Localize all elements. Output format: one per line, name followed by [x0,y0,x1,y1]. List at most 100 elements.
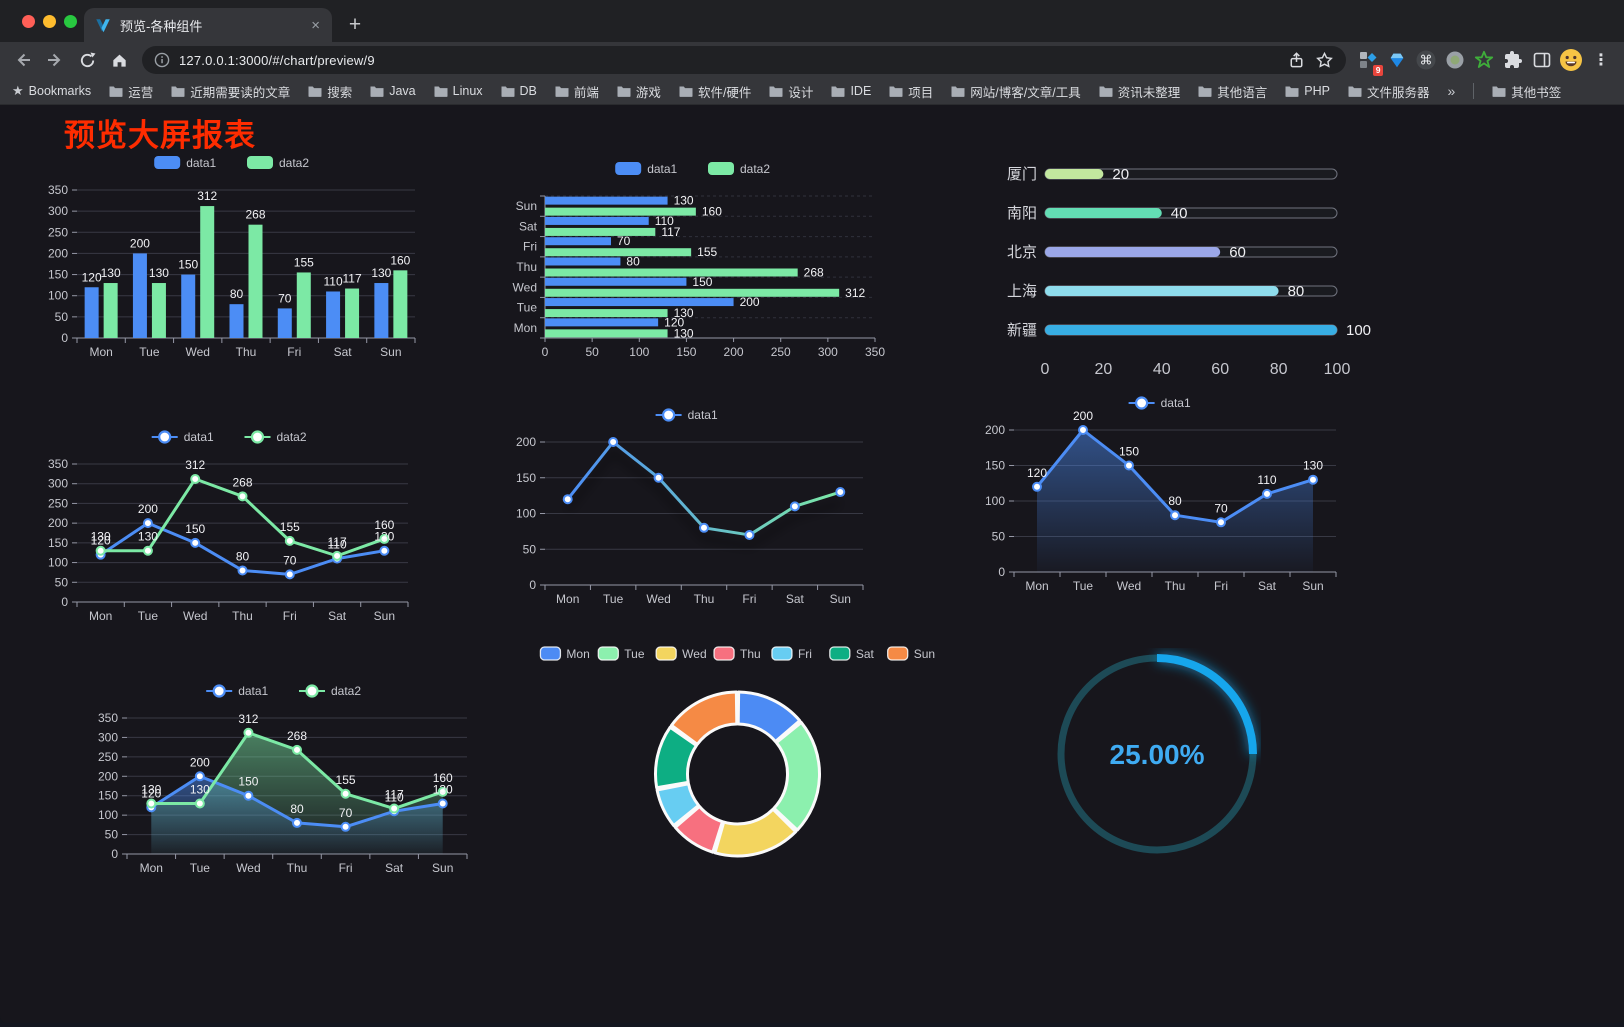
svg-text:60: 60 [1229,244,1246,261]
svg-text:Tue: Tue [139,345,160,359]
svg-text:Sat: Sat [519,219,538,233]
grouped-bar-chart[interactable]: data1 data2 0 50 100 150 200 250 300 350 Mon Tue Wed… [45,148,423,368]
bookmark-folder[interactable]: 资讯未整理 [1099,82,1180,101]
progress-bar-chart[interactable]: 厦门 20 南阳 40 北京 60 上海 80 新疆 100 0 20 40 60 80 100 [985,158,1385,386]
svg-text:300: 300 [98,730,118,744]
donut-chart[interactable]: Mon Tue Wed Thu Fri Sat Sun [505,640,970,875]
bookmark-folder[interactable]: 搜索 [308,82,352,101]
url-text[interactable]: 127.0.0.1:3000/#/chart/preview/9 [179,52,375,68]
bookmark-folder[interactable]: 近期需要读的文章 [171,82,290,101]
svg-text:Wed: Wed [236,861,260,875]
svg-text:100: 100 [48,289,68,303]
back-button[interactable] [8,45,38,75]
zoom-window-button[interactable] [64,15,77,28]
bookmark-folder[interactable]: DB [501,82,537,101]
svg-text:117: 117 [385,788,404,802]
svg-text:150: 150 [48,268,68,282]
svg-text:Mon: Mon [1025,579,1048,593]
svg-text:120: 120 [141,786,161,800]
home-button[interactable] [104,45,134,75]
browser-tab[interactable]: 预览-各种组件 × [84,8,332,42]
horizontal-bar-chart[interactable]: data1 data2 Sun Sat Fri Thu Wed Tue Mon 0 50 100 150… [503,154,887,366]
minimize-window-button[interactable] [43,15,56,28]
tab-close-icon[interactable]: × [311,16,320,34]
svg-text:312: 312 [238,712,258,726]
recorder-extension-icon[interactable] [1441,47,1468,74]
svg-text:160: 160 [702,205,722,219]
svg-text:40: 40 [1171,205,1188,222]
bookmark-folder[interactable]: 运营 [109,82,153,101]
bookmark-folder[interactable]: 设计 [769,82,813,101]
svg-text:150: 150 [238,775,258,789]
svg-text:150: 150 [676,345,696,359]
green-star-extension-icon[interactable] [1470,47,1497,74]
folder-icon [1348,86,1362,97]
bookmark-folder[interactable]: 前端 [555,82,599,101]
gauge-chart[interactable]: 25.00% [1053,648,1261,860]
forward-button[interactable] [40,45,70,75]
profile-avatar[interactable] [1557,47,1584,74]
svg-text:80: 80 [626,255,640,269]
url-bar[interactable]: 127.0.0.1:3000/#/chart/preview/9 [142,46,1346,74]
bookmark-folder[interactable]: Linux [434,82,483,101]
bookmark-folder[interactable]: 网站/博客/文章/工具 [951,82,1081,101]
bookmarks-bar: ★ Bookmarks 运营 近期需要读的文章 搜索 Java Linux DB 前端 游戏软… [0,78,1624,105]
svg-text:0: 0 [61,595,68,609]
svg-text:Tue: Tue [517,301,538,315]
folder-icon [1198,86,1212,97]
svg-text:250: 250 [98,750,118,764]
share-icon[interactable] [1287,51,1306,70]
svg-text:110: 110 [1257,473,1276,487]
blocks-extension-icon[interactable]: 9 [1354,47,1383,76]
svg-text:80: 80 [1168,494,1182,508]
svg-text:Fri: Fri [283,609,297,623]
svg-text:50: 50 [585,345,599,359]
svg-text:data2: data2 [279,156,309,170]
browser-menu-icon[interactable]: ⋮ [1593,52,1609,69]
new-tab-button[interactable]: + [348,13,362,36]
bookmark-folder[interactable]: PHP [1285,82,1330,101]
bookmark-folder[interactable]: 游戏 [617,82,661,101]
svg-text:150: 150 [985,459,1005,473]
bookmark-folder[interactable]: 文件服务器 [1348,82,1429,101]
extensions-puzzle-icon[interactable] [1499,47,1526,74]
bookmark-folder[interactable]: 软件/硬件 [679,82,751,101]
bookmark-folder[interactable]: IDE [831,82,871,101]
side-panel-icon[interactable] [1528,47,1555,74]
command-extension-icon[interactable]: ⌘ [1412,47,1439,74]
svg-text:80: 80 [236,549,250,563]
reload-button[interactable] [72,45,102,75]
other-bookmarks-folder[interactable]: 其他书签 [1492,82,1561,101]
svg-text:Sun: Sun [914,647,935,661]
svg-text:Mon: Mon [514,321,537,335]
svg-text:150: 150 [692,275,712,289]
close-window-button[interactable] [22,15,35,28]
svg-text:250: 250 [48,496,68,510]
svg-text:50: 50 [992,530,1006,544]
svg-text:200: 200 [740,295,760,309]
svg-text:200: 200 [190,755,210,769]
gem-extension-icon[interactable] [1383,47,1410,74]
bookmark-folder[interactable]: 项目 [889,82,933,101]
line-chart-two-series[interactable]: data1 data2 0 50 100 150 200 250 300 350 Mon Tue Wed… [45,422,418,630]
svg-text:data2: data2 [277,430,307,444]
svg-text:厦门: 厦门 [1007,166,1037,183]
bookmark-folder[interactable]: Java [370,82,416,101]
svg-text:300: 300 [818,345,838,359]
svg-text:150: 150 [178,258,198,272]
svg-text:200: 200 [516,435,536,449]
bookmark-star-icon[interactable] [1315,51,1334,70]
svg-text:0: 0 [542,345,549,359]
svg-text:350: 350 [865,345,885,359]
folder-icon [1285,86,1299,97]
bookmark-folder[interactable]: 其他语言 [1198,82,1267,101]
gradient-line-chart[interactable]: data1 0 50 100 150 200 Mon Tue Wed Thu Fri Sat Sun [505,400,873,611]
area-chart-two-series[interactable]: data1 data2 0 50 100 150 200 250 300 350 Mon Tue Wed… [95,676,477,884]
area-chart-single[interactable]: data1 0 50 100 150 200 Mon Tue Wed Thu Fri Sat Sun 12… [978,388,1346,600]
site-info-icon[interactable] [154,52,170,68]
bookmarks-manager-item[interactable]: ★ Bookmarks [12,83,91,99]
svg-text:120: 120 [91,534,111,548]
svg-text:70: 70 [617,234,631,248]
bookmarks-overflow-chevron[interactable]: » [1447,83,1456,99]
folder-icon [308,86,322,97]
